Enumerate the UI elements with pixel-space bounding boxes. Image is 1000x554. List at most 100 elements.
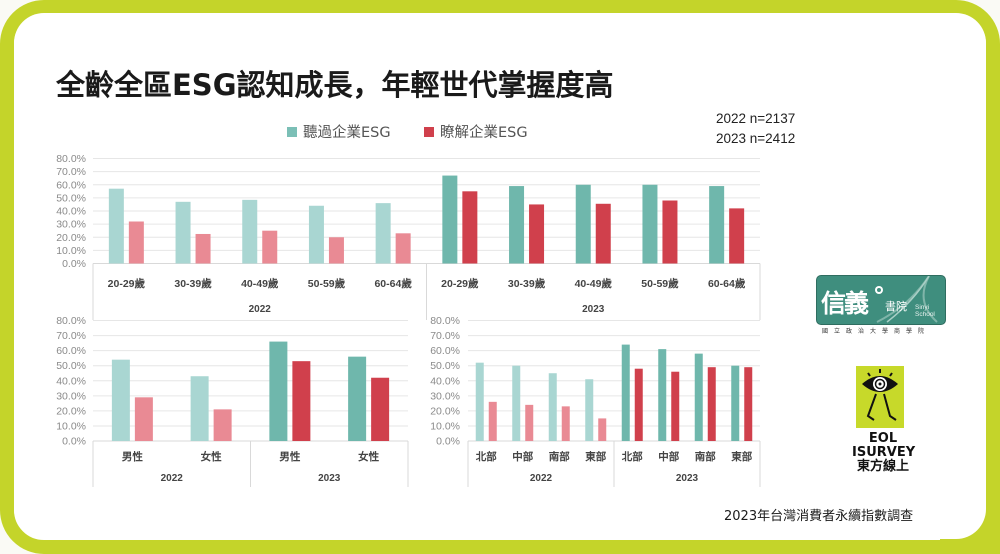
gender-ytick-label: 30.0% (56, 390, 86, 402)
age-ytick-label: 50.0% (56, 192, 86, 204)
age-bar-heard (175, 201, 191, 264)
gender-ytick-label: 10.0% (56, 420, 86, 432)
age-bar-heard (575, 184, 591, 264)
region-bar-heard (475, 362, 484, 441)
age-bar-know (595, 203, 611, 264)
age-bar-heard (642, 184, 658, 264)
legend-label-heard: 聽過企業ESG (303, 125, 391, 141)
age-category-label: 40-49歲 (575, 277, 613, 290)
gender-group-label: 2023 (318, 473, 341, 484)
region-category-label: 中部 (512, 450, 533, 463)
region-ytick-label: 0.0% (436, 436, 460, 448)
age-ytick-label: 70.0% (56, 166, 86, 178)
region-bar-know (744, 367, 753, 441)
sinyi-logo-english: Sinyi School (915, 304, 935, 318)
age-ytick-label: 10.0% (56, 245, 86, 257)
age-bar-know (662, 200, 678, 264)
region-ytick-label: 30.0% (430, 390, 460, 402)
region-bar-know (525, 404, 534, 441)
age-bar-heard (242, 199, 258, 264)
age-bar-heard (375, 203, 391, 264)
eol-line1: EOL (868, 431, 898, 446)
region-category-label: 東部 (731, 450, 752, 463)
region-category-label: 北部 (622, 450, 643, 463)
region-category-label: 東部 (585, 450, 606, 463)
age-category-label: 50-59歲 (308, 277, 346, 290)
age-bar-heard (108, 188, 124, 264)
region-bar-know (488, 401, 497, 441)
slide-title: 全齡全區ESG認知成長，年輕世代掌握度高 (56, 68, 614, 102)
age-bar-heard (509, 186, 525, 264)
age-bar-know (262, 230, 278, 264)
region-bar-heard (512, 365, 521, 441)
region-bar-heard (621, 344, 630, 441)
eol-line3: 東方線上 (856, 459, 909, 474)
age-ytick-label: 30.0% (56, 219, 86, 231)
age-category-label: 50-59歲 (641, 277, 679, 290)
region-bar-know (671, 371, 680, 441)
age-category-label: 20-29歲 (108, 277, 146, 290)
gender-group-label: 2022 (161, 473, 184, 484)
age-ytick-label: 60.0% (56, 179, 86, 191)
age-category-label: 20-29歲 (441, 277, 479, 290)
gender-ytick-label: 0.0% (62, 436, 86, 448)
age-group-label: 2022 (249, 304, 272, 315)
sample-size-2023: 2023 n=2412 (716, 131, 796, 146)
age-bar-know (462, 191, 478, 264)
age-bar-heard (709, 186, 725, 264)
region-ytick-label: 60.0% (430, 345, 460, 357)
gender-category-label: 女性 (358, 450, 379, 463)
region-ytick-label: 50.0% (430, 360, 460, 372)
age-group-label: 2023 (582, 304, 605, 315)
source-note: 2023年台灣消費者永續指數調查 (724, 509, 914, 524)
legend-item-heard: 聽過企業ESG (287, 121, 391, 142)
region-bar-heard (731, 365, 740, 441)
age-bar-know (328, 237, 344, 264)
eol-isurvey-logo: EOL ISURVEY 東方線上 (852, 366, 922, 486)
region-ytick-label: 70.0% (430, 330, 460, 342)
gender-ytick-label: 60.0% (56, 345, 86, 357)
region-bar-know (634, 368, 643, 441)
region-bar-know (561, 406, 570, 441)
sample-size-2022: 2022 n=2137 (716, 111, 796, 126)
age-bar-heard (308, 205, 324, 264)
age-bar-heard (442, 175, 458, 264)
gender-bar-heard (269, 341, 288, 441)
region-category-label: 中部 (658, 450, 679, 463)
region-bar-heard (548, 373, 557, 441)
gender-bar-know (371, 377, 390, 441)
eol-logo-box (856, 366, 904, 428)
region-ytick-label: 80.0% (430, 315, 460, 327)
age-bar-know (529, 204, 545, 264)
age-category-label: 60-64歲 (374, 277, 412, 290)
gender-bar-heard (111, 359, 130, 441)
region-bar-heard (585, 379, 594, 441)
age-ytick-label: 40.0% (56, 206, 86, 218)
age-category-label: 30-39歲 (174, 277, 212, 290)
age-ytick-label: 20.0% (56, 232, 86, 244)
legend-swatch-heard (287, 126, 297, 137)
age-category-label: 30-39歲 (508, 277, 546, 290)
legend-item-know: 瞭解企業ESG (424, 121, 528, 142)
eol-logo-text: EOL ISURVEY 東方線上 (852, 431, 915, 474)
gender-ytick-label: 70.0% (56, 330, 86, 342)
roof-icon (875, 276, 938, 323)
gender-ytick-label: 20.0% (56, 405, 86, 417)
sinyi-school-logo: 信義 書院 Sinyi School 國立政治大學商學院 (816, 275, 946, 337)
legend-swatch-know (424, 126, 434, 137)
region-ytick-label: 10.0% (430, 420, 460, 432)
gender-ytick-label: 40.0% (56, 375, 86, 387)
region-category-label: 北部 (476, 450, 497, 463)
region-ytick-label: 40.0% (430, 375, 460, 387)
age-ytick-label: 0.0% (62, 258, 86, 270)
age-bar-know (195, 233, 211, 264)
sinyi-logo-caption: 國立政治大學商學院 (822, 328, 931, 335)
gender-bar-know (292, 361, 311, 441)
region-bar-heard (658, 349, 667, 441)
age-bar-know (128, 221, 144, 264)
region-group-label: 2023 (676, 473, 699, 484)
region-category-label: 南部 (695, 450, 716, 463)
region-bar-know (598, 418, 607, 441)
gender-ytick-label: 80.0% (56, 315, 86, 327)
